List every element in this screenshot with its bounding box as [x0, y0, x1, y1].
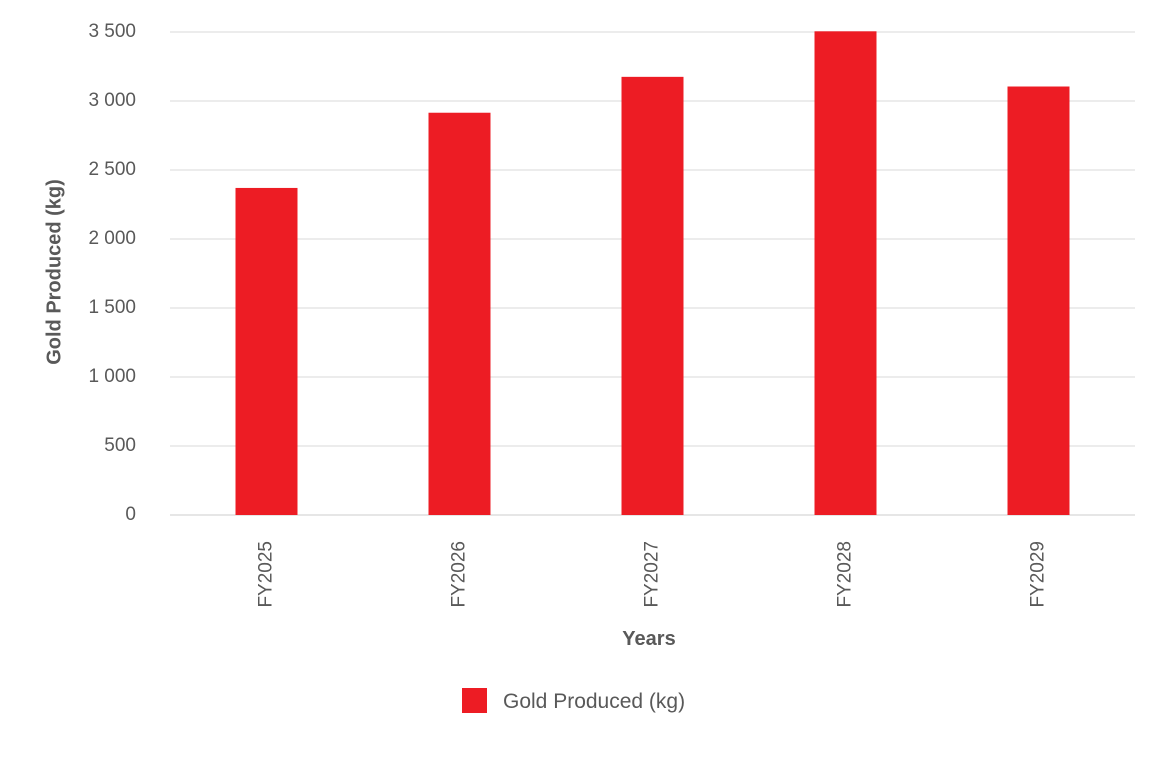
bar-fy2026 [428, 112, 491, 515]
y-tick-label: 1 000 [88, 366, 136, 387]
legend: Gold Produced (kg) [462, 688, 685, 713]
y-tick-label: 1 500 [88, 297, 136, 318]
y-tick-label: 500 [104, 435, 136, 456]
bar-fy2028 [814, 31, 877, 516]
y-tick-label: 3 000 [88, 90, 136, 111]
bar-fy2027 [621, 76, 684, 515]
y-tick-label: 2 500 [88, 159, 136, 180]
y-tick-label: 0 [125, 504, 136, 525]
bar-fy2029 [1007, 86, 1070, 515]
y-tick-label: 3 500 [88, 21, 136, 42]
y-axis-title: Gold Produced (kg) [43, 179, 65, 365]
y-tick-labels: 0 500 1 000 1 500 2 000 2 500 3 000 3 500 [88, 21, 136, 525]
legend-swatch [462, 688, 487, 713]
x-tick-label: FY2028 [835, 541, 856, 608]
bars [235, 31, 1070, 516]
x-axis-title: Years [622, 628, 675, 650]
y-tick-label: 2 000 [88, 228, 136, 249]
x-tick-label: FY2027 [642, 541, 663, 608]
x-tick-label: FY2026 [449, 541, 470, 608]
x-tick-labels: FY2025 FY2026 FY2027 FY2028 FY2029 [256, 541, 1049, 608]
x-tick-label: FY2029 [1028, 541, 1049, 608]
legend-label: Gold Produced (kg) [503, 690, 685, 713]
bar-fy2025 [235, 187, 298, 515]
x-tick-label: FY2025 [256, 541, 277, 608]
